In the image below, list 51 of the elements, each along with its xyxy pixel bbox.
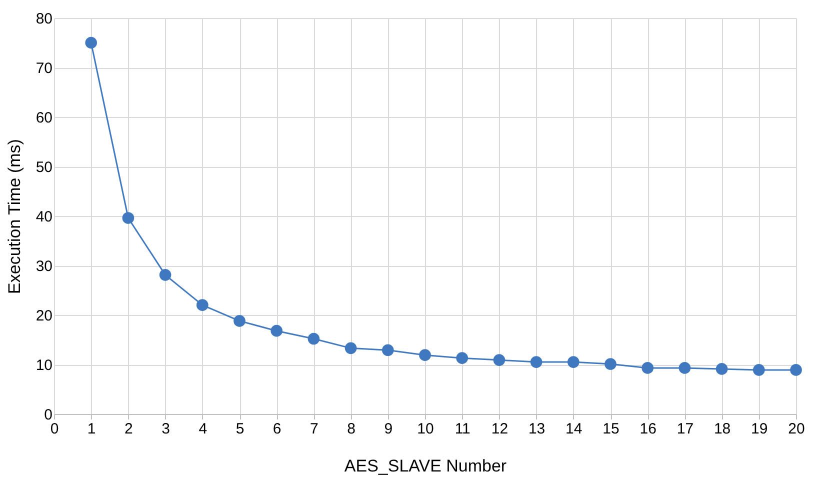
point <box>344 342 357 354</box>
y-tick-label: 20 <box>36 308 52 324</box>
x-tick-label: 1 <box>87 420 96 438</box>
y-axis-title: Execution Time (ms) <box>4 139 24 294</box>
x-tick-label: 13 <box>528 420 546 438</box>
x-tick-label: 14 <box>566 420 582 438</box>
point <box>85 36 98 49</box>
y-tick-label: 10 <box>36 357 52 374</box>
point <box>159 269 172 281</box>
x-tick-label: 7 <box>310 420 318 438</box>
point <box>678 362 691 374</box>
point <box>604 358 616 370</box>
y-tick-label: 60 <box>36 110 52 126</box>
y-tick-label: 70 <box>36 60 52 77</box>
point <box>270 324 283 337</box>
x-tick-label: 9 <box>384 420 393 438</box>
y-tick-label: 80 <box>36 10 52 28</box>
point <box>234 315 246 327</box>
point <box>642 362 654 374</box>
x-tick-label: 16 <box>640 420 656 438</box>
point <box>752 364 765 376</box>
x-tick-label: 3 <box>162 420 170 438</box>
x-tick-label: 19 <box>751 420 768 438</box>
x-tick-label: 18 <box>714 420 731 438</box>
x-tick-label: 15 <box>602 420 620 438</box>
y-tick-label: 30 <box>36 258 52 275</box>
x-tick-label: 10 <box>417 420 434 438</box>
x-tick-label: 17 <box>676 420 694 438</box>
point <box>530 356 542 368</box>
point <box>308 332 320 345</box>
point <box>567 356 580 368</box>
x-tick-label: 6 <box>272 420 282 438</box>
x-tick-label: 5 <box>236 420 244 438</box>
point <box>196 299 208 312</box>
x-tick-label: 11 <box>454 420 470 438</box>
point <box>790 364 802 376</box>
x-tick-label: 20 <box>788 420 805 438</box>
y-tick-label: 50 <box>36 159 52 176</box>
point <box>456 352 468 364</box>
y-tick-label: 40 <box>36 208 52 226</box>
x-tick-label: 2 <box>124 420 133 438</box>
x-tick-label: 12 <box>491 420 508 438</box>
point <box>716 363 728 375</box>
x-tick-label: 4 <box>198 420 208 438</box>
point <box>382 344 394 356</box>
point <box>493 354 506 366</box>
point <box>122 212 134 224</box>
point <box>419 349 431 361</box>
y-tick-label: 0 <box>44 406 52 424</box>
x-axis-title: AES_SLAVE Number <box>344 456 507 476</box>
x-tick-label: 8 <box>347 420 356 438</box>
